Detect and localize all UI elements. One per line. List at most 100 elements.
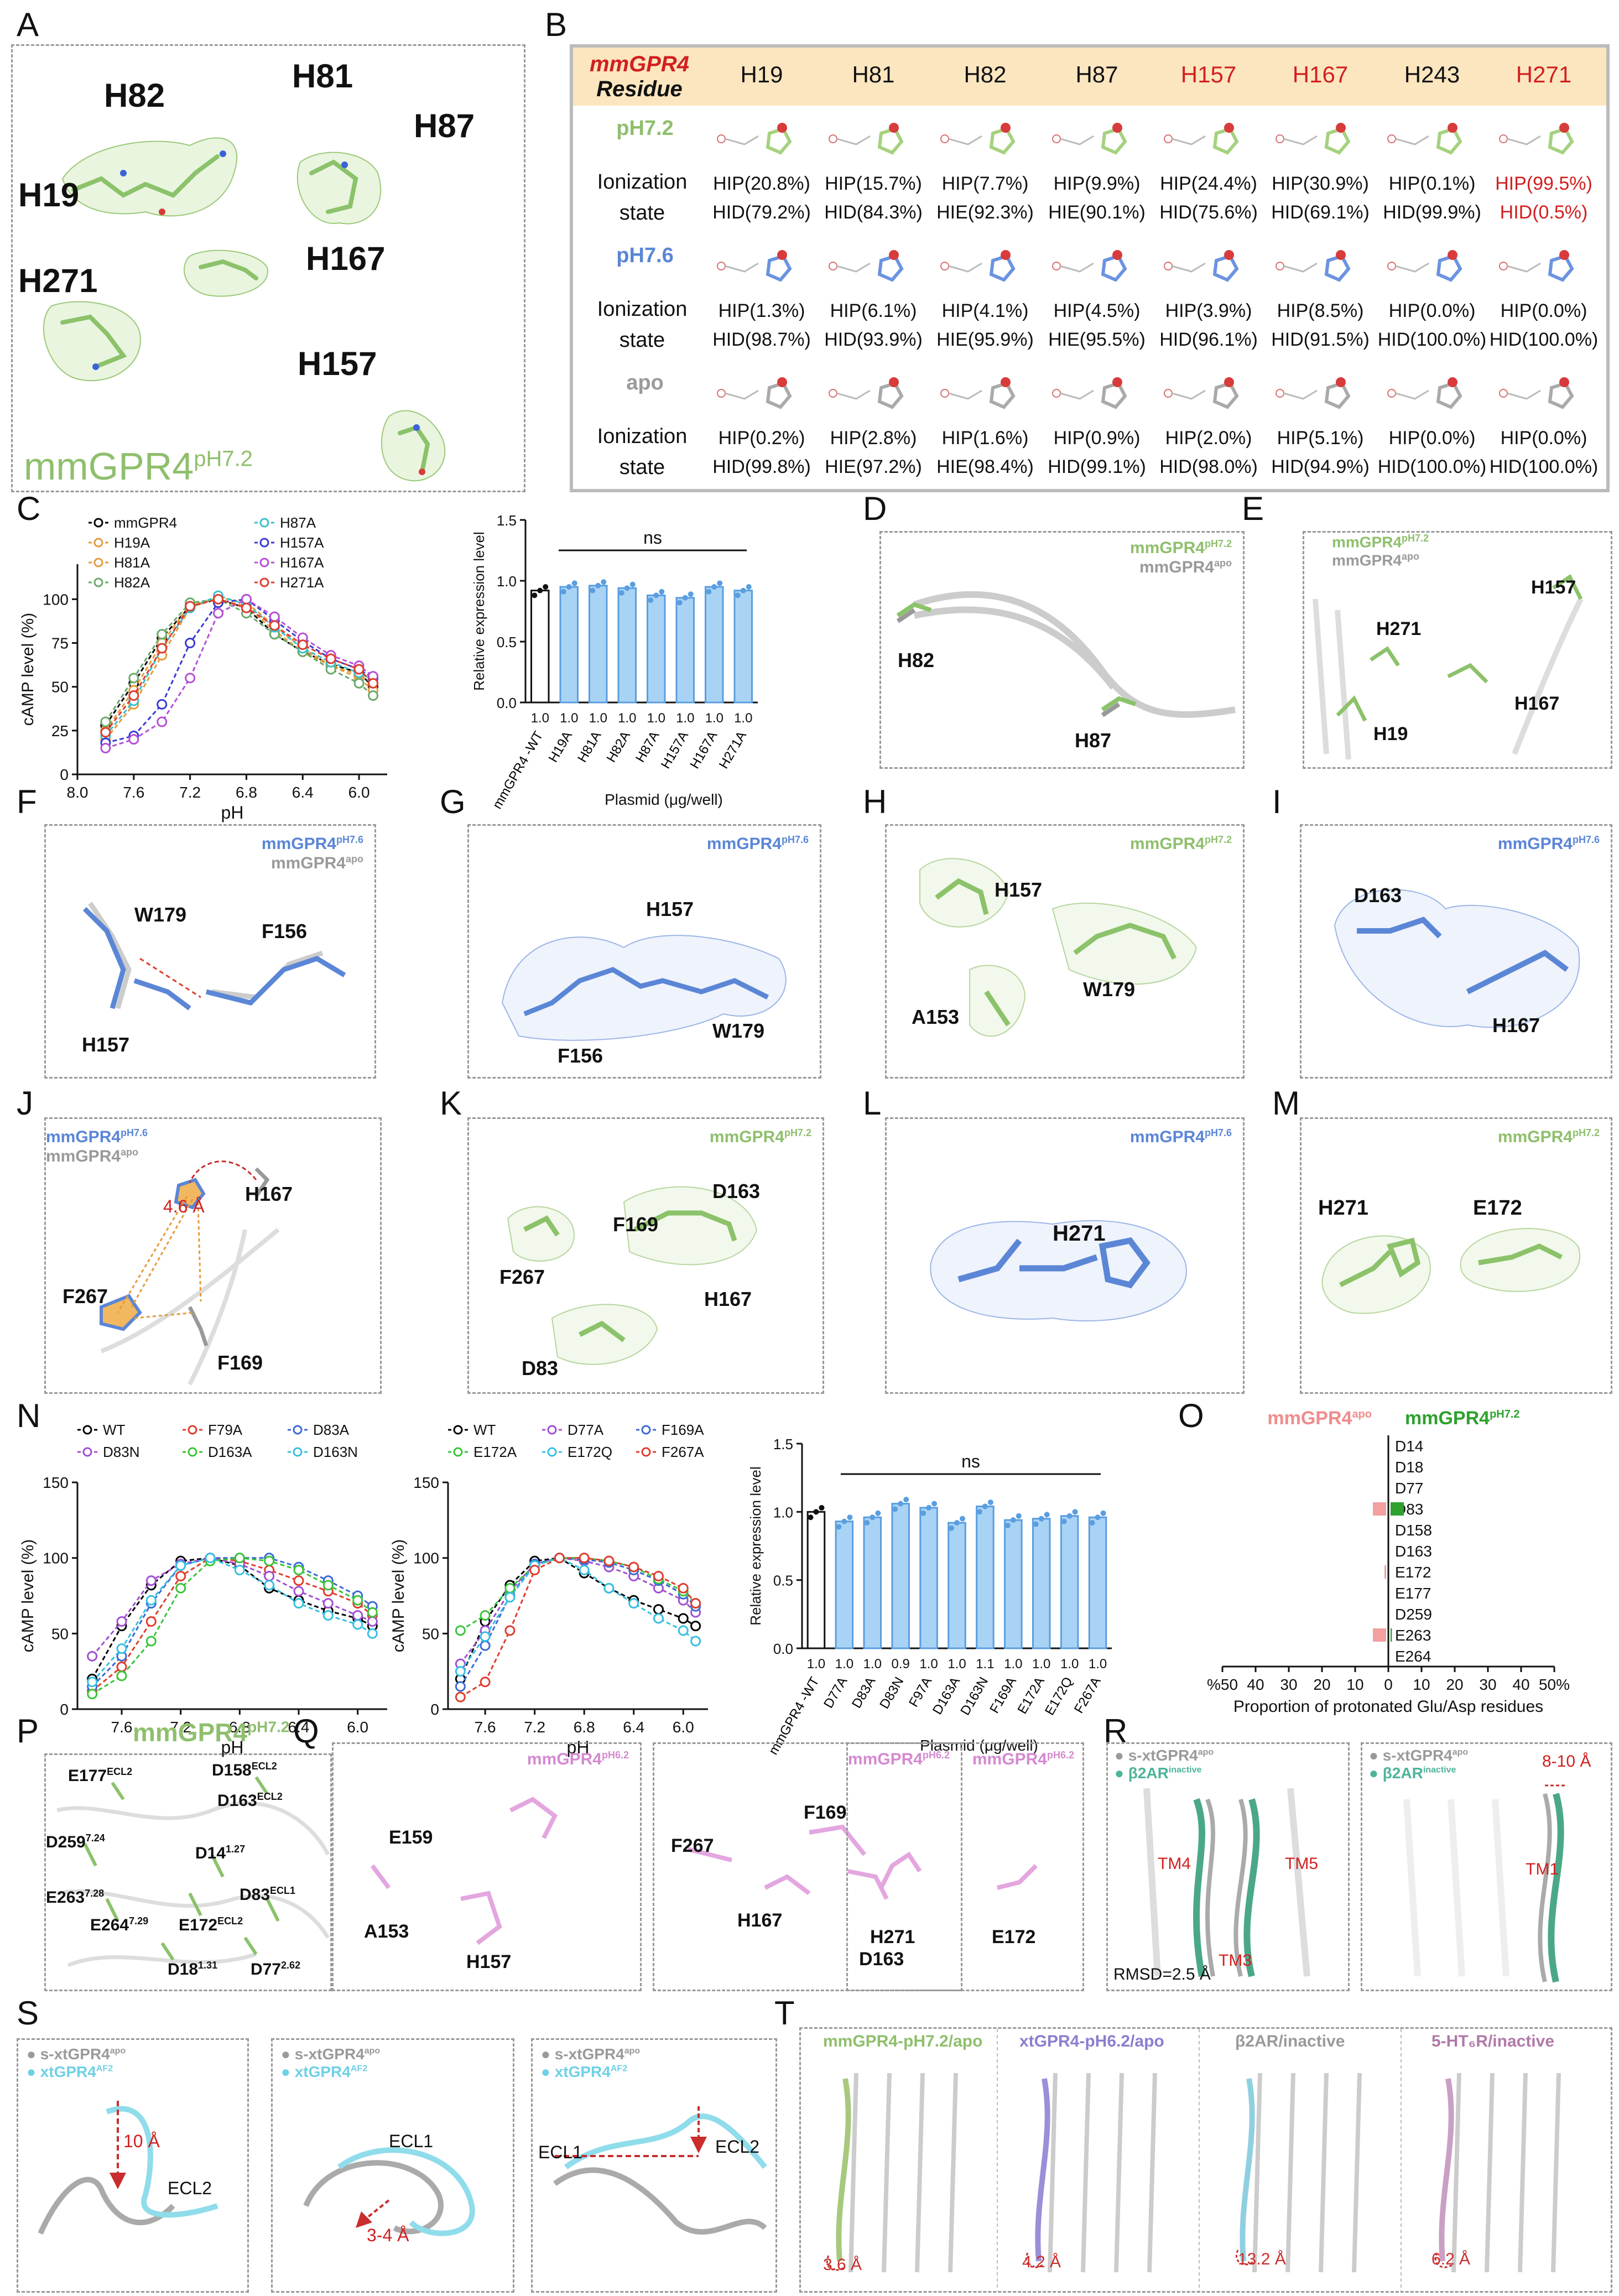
ionization-cell: HIP(0.0%) HID(100.0%) bbox=[1489, 428, 1599, 477]
y-tick-label: 1.5 bbox=[773, 1436, 793, 1452]
atom-icon bbox=[829, 134, 837, 143]
loops-S2 bbox=[303, 2147, 475, 2236]
x-tick-label: 6.8 bbox=[574, 1719, 595, 1736]
label-J-F169: F169 bbox=[217, 1351, 263, 1374]
data-point bbox=[352, 1595, 363, 1606]
data-point bbox=[128, 690, 139, 701]
plasmid-amount-label: 0.9 bbox=[891, 1657, 909, 1672]
data-point bbox=[297, 639, 308, 650]
imidazole-ring-icon bbox=[877, 254, 904, 282]
data-point bbox=[145, 1616, 157, 1627]
bar-apo-D83 bbox=[1373, 1502, 1386, 1516]
x-tick-label: 7.6 bbox=[123, 784, 144, 801]
data-point bbox=[322, 1610, 334, 1621]
residue-label-D158: D158ECL2 bbox=[212, 1761, 277, 1779]
ionization-cell: HIP(8.5%) HID(91.5%) bbox=[1271, 300, 1370, 350]
bond-icon bbox=[1172, 135, 1206, 145]
ionization-cell: HIP(4.1%) HIE(95.9%) bbox=[936, 300, 1034, 350]
panel-K-box: mmGPR4pH7.2 D163 F169 F267 H167 D83 bbox=[467, 1117, 824, 1394]
x-tick-label: 6.0 bbox=[348, 784, 370, 801]
data-point bbox=[455, 1625, 466, 1636]
panel-R-box-right: ● s-xtGPR4apo ● β2ARinactive 8-10 Å TM1 bbox=[1361, 1742, 1612, 1991]
data-point bbox=[87, 1689, 98, 1700]
condition-label-apo: apo bbox=[626, 371, 664, 394]
replicate-point bbox=[1072, 1509, 1078, 1515]
label-J-F267: F267 bbox=[63, 1285, 108, 1308]
replicate-point bbox=[920, 1510, 926, 1516]
series-line-F169A bbox=[460, 1557, 696, 1687]
panel-T-title: xtGPR4-pH6.2/apo bbox=[1019, 2032, 1164, 2050]
ribbon-D bbox=[896, 591, 1236, 718]
replicate-point bbox=[711, 584, 717, 590]
replicate-point bbox=[949, 1525, 954, 1531]
histidine-molecule-icon bbox=[1276, 377, 1351, 409]
label-M-E172: E172 bbox=[1473, 1196, 1522, 1220]
y-axis-label: Relative expression level bbox=[747, 1466, 764, 1626]
panel-E-box: mmGPR4pH7.2 mmGPR4apo H157 H271 H167 H19 bbox=[1303, 531, 1612, 769]
label-E-H19: H19 bbox=[1373, 723, 1408, 744]
structure-G bbox=[501, 935, 787, 1041]
header-label: mmGPR4 Residue bbox=[589, 52, 690, 101]
plasmid-amount-label: 1.0 bbox=[618, 711, 636, 726]
replicate-point bbox=[566, 584, 572, 590]
bond-icon bbox=[1395, 262, 1429, 273]
label-D-H82: H82 bbox=[898, 649, 935, 671]
panel-A-box: H82 H81 H87 H19 H271 H167 H157 mmGPR4pH7… bbox=[11, 44, 525, 492]
label-I-D163: D163 bbox=[1354, 884, 1402, 907]
legend-marker bbox=[453, 1447, 463, 1457]
panel-P-box: E177ECL2 D158ECL2 D163ECL2 D141.27 D2597.24 E… bbox=[44, 1753, 332, 1991]
data-point bbox=[205, 1553, 216, 1564]
imidazole-ring-icon bbox=[1101, 127, 1127, 155]
histidine-molecule-icon bbox=[1499, 250, 1574, 282]
y-tick-label: 1.0 bbox=[773, 1504, 793, 1521]
table-columns: H19 H81 H82 H87 H157 H167 H243 H271 bbox=[706, 61, 1602, 95]
replicate-point bbox=[648, 597, 654, 603]
atom-icon bbox=[717, 389, 726, 398]
data-point bbox=[480, 1631, 491, 1642]
hydrogen-icon bbox=[1224, 123, 1234, 133]
panel-T-title: 5-HT₆R/inactive bbox=[1431, 2032, 1555, 2050]
panel-J-legend: mmGPR4pH7.6 mmGPR4apo bbox=[46, 1127, 148, 1165]
bond-icon bbox=[1283, 389, 1318, 400]
condition-label-pH7.2: pH7.2 bbox=[616, 117, 674, 140]
legend-label: H271A bbox=[280, 574, 324, 591]
histidine-molecule-icon bbox=[1387, 250, 1462, 282]
label-S3-ECL1: ECL1 bbox=[538, 2142, 583, 2162]
hydrogen-icon bbox=[1559, 123, 1569, 133]
legend-label: H81A bbox=[114, 554, 150, 571]
replicate-point bbox=[1010, 1517, 1016, 1523]
data-point bbox=[603, 1555, 615, 1566]
panel-D-letter: D bbox=[863, 490, 887, 527]
atom-icon bbox=[829, 389, 837, 398]
legend-N-middle: WT D77A F169A E172A E172Q F267A bbox=[448, 1422, 704, 1460]
residue-label-E264: E264 bbox=[1395, 1648, 1431, 1665]
panel-R-box-left: ● s-xtGPR4apo ● β2ARinactive TM4 TM5 TM3… bbox=[1106, 1742, 1350, 1991]
panel-T-distance: 6.2 Å bbox=[1431, 2250, 1471, 2268]
bar-pH7.2-D83 bbox=[1391, 1502, 1404, 1516]
legend-marker bbox=[641, 1425, 651, 1435]
data-point bbox=[116, 1616, 127, 1627]
replicate-point bbox=[903, 1497, 909, 1503]
data-point bbox=[368, 690, 379, 701]
bar-F97A bbox=[919, 1507, 938, 1649]
data-point bbox=[128, 734, 139, 745]
x-axis-label: Plasmid (μg/well) bbox=[605, 791, 723, 808]
legend-label: D163N bbox=[313, 1444, 358, 1460]
data-point bbox=[554, 1553, 565, 1564]
plasmid-amount-label: 1.0 bbox=[705, 711, 723, 726]
imidazole-ring-icon bbox=[989, 127, 1016, 155]
label-H-W179: W179 bbox=[1083, 978, 1136, 1001]
data-point bbox=[455, 1691, 466, 1703]
label-Q-H157: H157 bbox=[466, 1951, 512, 1972]
residue-label-D77: D77 bbox=[1395, 1480, 1423, 1497]
label-S1-ECL2: ECL2 bbox=[168, 2178, 212, 2198]
data-point bbox=[455, 1681, 466, 1692]
bar-H157A bbox=[675, 597, 695, 704]
panel-M-legend: mmGPR4pH7.2 bbox=[1497, 1127, 1600, 1146]
legend-label: F169A bbox=[662, 1422, 704, 1438]
chart-C-right: 0.0 0.5 1.0 1.5 Relative expression level 1.0… bbox=[471, 512, 758, 811]
bond-icon bbox=[725, 389, 759, 400]
imidazole-ring-icon bbox=[1436, 254, 1462, 282]
ionization-cell: HIP(0.1%) HID(99.9%) bbox=[1383, 173, 1481, 223]
imidazole-ring-icon bbox=[989, 254, 1016, 282]
